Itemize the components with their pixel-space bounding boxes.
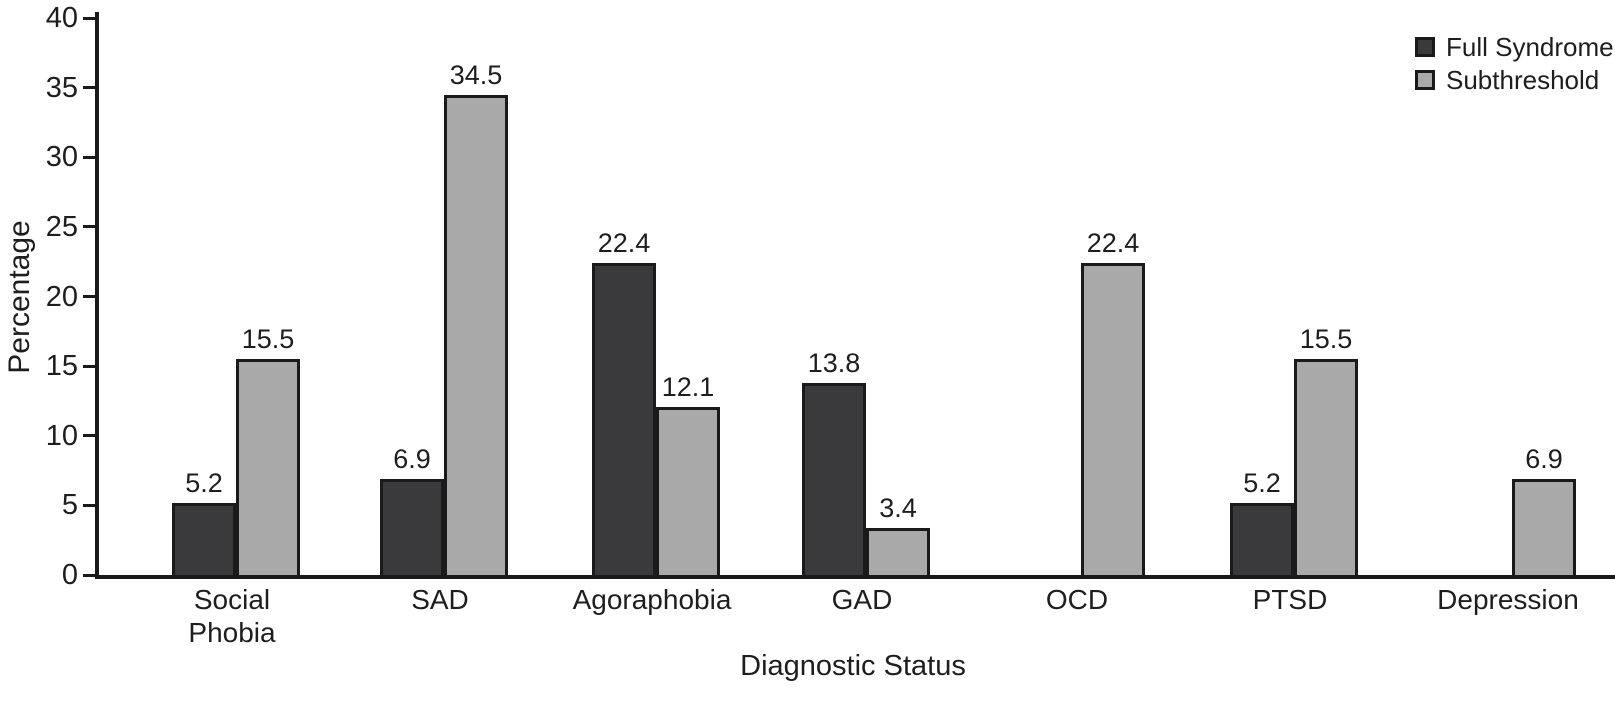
legend-swatch-icon: [1415, 37, 1435, 57]
y-tick-mark-30: [83, 155, 95, 159]
y-tick-mark-40: [83, 16, 95, 20]
y-tick-label-0: 0: [61, 559, 78, 591]
bar-value-label: 12.1: [661, 372, 715, 402]
y-tick-label-5: 5: [61, 489, 78, 522]
bar-subthreshold-4: [1081, 263, 1145, 575]
bar-subthreshold-0: [236, 359, 300, 575]
y-tick-mark-25: [83, 225, 95, 229]
y-tick-mark-15: [83, 364, 95, 368]
y-tick-mark-35: [83, 86, 95, 90]
legend-label: Subthreshold: [1446, 65, 1600, 95]
y-tick-mark-0: [83, 573, 95, 577]
legend-item-full-syndrome: Full Syndrome: [1415, 34, 1614, 60]
x-category-label-ptsd: PTSD: [1252, 584, 1328, 615]
bar-subthreshold-1: [444, 95, 508, 575]
x-category-label-ocd: OCD: [1045, 584, 1109, 615]
bar-subthreshold-5: [1294, 359, 1358, 575]
y-tick-label-20: 20: [45, 280, 78, 313]
x-category-label-gad: GAD: [831, 584, 893, 615]
bar-value-label: 6.9: [1525, 444, 1563, 474]
bar-subthreshold-6: [1512, 479, 1576, 575]
bar-full-syndrome-2: [592, 263, 656, 575]
y-tick-label-35: 35: [45, 71, 78, 104]
x-category-label-social-phobia: Social Phobia: [188, 584, 276, 648]
legend-swatch-icon: [1415, 70, 1435, 90]
bar-value-label: 13.8: [807, 348, 861, 378]
bar-value-label: 22.4: [597, 228, 651, 258]
y-tick-mark-5: [83, 503, 95, 507]
y-tick-label-10: 10: [45, 419, 78, 452]
bar-full-syndrome-0: [172, 503, 236, 575]
bar-value-label: 15.5: [1299, 324, 1353, 354]
bar-full-syndrome-3: [802, 383, 866, 575]
x-axis-title: Diagnostic Status: [740, 650, 966, 682]
bar-subthreshold-3: [866, 528, 930, 575]
x-category-label-agoraphobia: Agoraphobia: [572, 584, 732, 615]
bar-value-label: 5.2: [1243, 468, 1281, 498]
bar-value-label: 6.9: [393, 444, 431, 474]
plot-area: 5.2 6.9 22.4 13.8 5.2 15.5 34.5 12.1 3.4 22.4 15.5…: [95, 12, 1615, 579]
y-tick-label-25: 25: [45, 210, 78, 243]
y-tick-label-40: 40: [45, 2, 78, 34]
bar-subthreshold-2: [656, 407, 720, 575]
y-tick-label-15: 15: [45, 350, 78, 383]
y-tick-mark-10: [83, 434, 95, 438]
x-category-label-depression: Depression: [1437, 584, 1579, 615]
bar-full-syndrome-1: [380, 479, 444, 575]
x-category-label-sad: SAD: [411, 584, 469, 615]
bar-value-label: 22.4: [1086, 228, 1140, 258]
legend-item-subthreshold: Subthreshold: [1415, 67, 1614, 93]
bar-value-label: 15.5: [241, 324, 295, 354]
bar-value-label: 5.2: [185, 468, 223, 498]
legend: Full Syndrome Subthreshold: [1415, 34, 1614, 100]
y-tick-label-30: 30: [45, 141, 78, 174]
legend-label: Full Syndrome: [1446, 32, 1614, 62]
y-tick-mark-20: [83, 295, 95, 298]
bar-full-syndrome-5: [1230, 503, 1294, 575]
bar-value-label: 3.4: [879, 493, 917, 523]
bar-value-label: 34.5: [449, 60, 503, 90]
